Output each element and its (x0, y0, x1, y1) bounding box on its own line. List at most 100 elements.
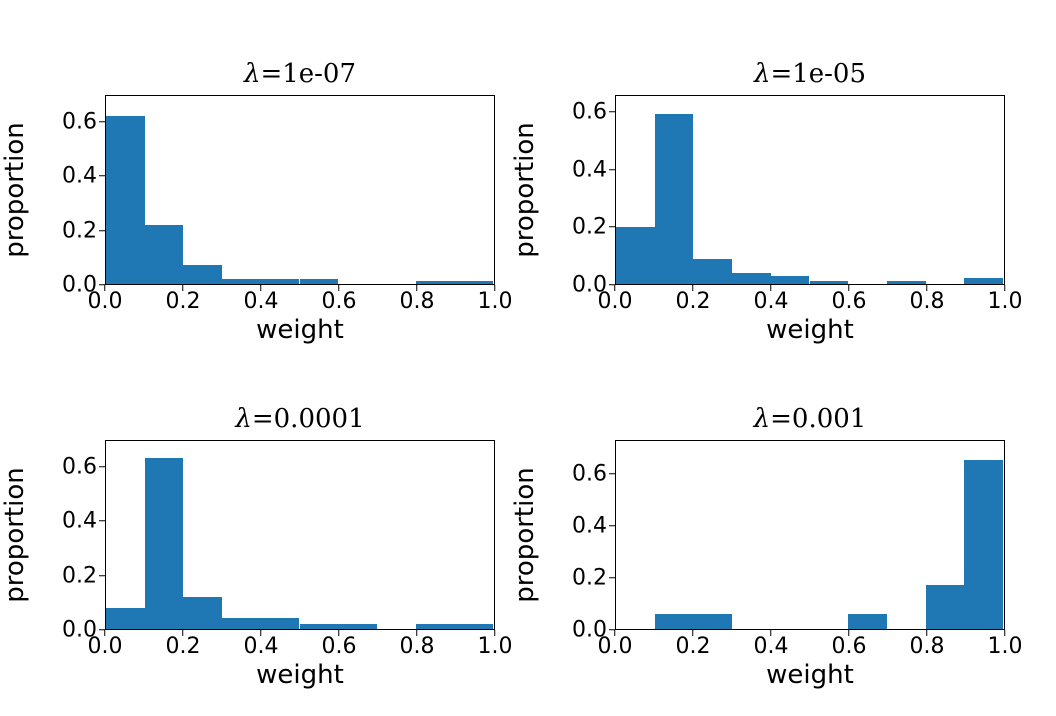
y-tick-label: 0.2 (572, 215, 607, 240)
histogram-bar (416, 624, 455, 629)
histogram-bar (655, 614, 694, 629)
y-tick-mark (609, 227, 615, 228)
x-tick-label: 0.2 (166, 634, 201, 659)
histogram-bar (145, 458, 184, 629)
lambda-symbol: λ (244, 59, 260, 89)
subplot-p1: λ=1e-070.00.20.40.60.81.00.00.20.40.6wei… (105, 95, 495, 285)
y-tick-mark (609, 112, 615, 113)
figure: λ=1e-070.00.20.40.60.81.00.00.20.40.6wei… (0, 0, 1056, 716)
histogram-bar (106, 608, 145, 629)
histogram-bar (964, 460, 1003, 629)
x-tick-label: 1.0 (988, 634, 1023, 659)
y-tick-label: 0.2 (62, 563, 97, 588)
y-tick-label: 0.0 (572, 618, 607, 643)
histogram-bar (693, 614, 732, 629)
y-axis-label: proportion (0, 440, 30, 630)
subplot-p3: λ=0.00010.00.20.40.60.81.00.00.20.40.6we… (105, 440, 495, 630)
y-tick-label: 0.4 (62, 509, 97, 534)
x-tick-label: 0.6 (832, 289, 867, 314)
x-tick-label: 0.4 (754, 289, 789, 314)
y-tick-label: 0.6 (62, 110, 97, 135)
x-tick-label: 0.4 (244, 289, 279, 314)
lambda-symbol: λ (754, 404, 770, 434)
x-tick-label: 0.8 (400, 289, 435, 314)
x-tick-label: 0.4 (754, 634, 789, 659)
x-tick-label: 0.8 (910, 289, 945, 314)
y-tick-label: 0.6 (572, 100, 607, 125)
subplot-p2: λ=1e-050.00.20.40.60.81.00.00.20.40.6wei… (615, 95, 1005, 285)
x-axis-label: weight (615, 660, 1005, 690)
y-tick-mark (99, 466, 105, 467)
histogram-bar (454, 624, 493, 629)
histogram-bar (222, 618, 261, 629)
y-tick-mark (99, 230, 105, 231)
histogram-bar (848, 614, 887, 629)
histogram-bar (771, 276, 810, 285)
plot-area (105, 440, 495, 630)
subplot-p4: λ=0.0010.00.20.40.60.81.00.00.20.40.6wei… (615, 440, 1005, 630)
histogram-bar (183, 597, 222, 629)
x-tick-label: 0.8 (910, 634, 945, 659)
x-tick-label: 1.0 (988, 289, 1023, 314)
x-tick-label: 0.6 (322, 634, 357, 659)
y-tick-label: 0.4 (62, 164, 97, 189)
y-axis-label: proportion (510, 95, 540, 285)
histogram-bar (810, 281, 849, 284)
y-tick-label: 0.6 (572, 461, 607, 486)
lambda-value: =0.0001 (252, 404, 365, 434)
y-tick-mark (99, 575, 105, 576)
histogram-bar (964, 278, 1003, 284)
y-tick-mark (609, 473, 615, 474)
x-tick-label: 0.6 (832, 634, 867, 659)
lambda-symbol: λ (235, 404, 251, 434)
y-tick-label: 0.2 (62, 218, 97, 243)
histogram-bar (183, 265, 222, 284)
x-tick-label: 0.6 (322, 289, 357, 314)
y-tick-mark (99, 284, 105, 285)
y-tick-label: 0.2 (572, 565, 607, 590)
subplot-title: λ=0.001 (615, 404, 1005, 434)
histogram-bar (693, 259, 732, 285)
lambda-value: =0.001 (770, 404, 866, 434)
y-tick-label: 0.0 (62, 273, 97, 298)
subplot-title: λ=1e-05 (615, 59, 1005, 89)
y-tick-mark (609, 629, 615, 630)
histogram-bar (261, 618, 300, 629)
x-axis-label: weight (105, 315, 495, 345)
histogram-bar (222, 279, 261, 284)
histogram-bar (300, 624, 339, 629)
x-tick-label: 0.4 (244, 634, 279, 659)
lambda-value: =1e-07 (260, 59, 356, 89)
histogram-bar (926, 585, 965, 629)
histogram-bar (887, 281, 926, 284)
lambda-value: =1e-05 (770, 59, 866, 89)
subplot-title: λ=1e-07 (105, 59, 495, 89)
histogram-bar (616, 227, 655, 284)
histogram-bar (261, 279, 300, 284)
x-tick-label: 1.0 (478, 289, 513, 314)
y-tick-mark (99, 521, 105, 522)
y-tick-mark (99, 629, 105, 630)
y-tick-label: 0.0 (62, 618, 97, 643)
y-tick-mark (99, 121, 105, 122)
plot-area (615, 440, 1005, 630)
plot-area (615, 95, 1005, 285)
histogram-bar (106, 116, 145, 284)
subplot-title: λ=0.0001 (105, 404, 495, 434)
x-tick-label: 0.2 (166, 289, 201, 314)
y-tick-mark (609, 525, 615, 526)
histogram-bar (454, 281, 493, 284)
lambda-symbol: λ (754, 59, 770, 89)
y-axis-label: proportion (510, 440, 540, 630)
histogram-bar (300, 279, 339, 284)
histogram-bar (338, 624, 377, 629)
y-tick-mark (609, 169, 615, 170)
x-tick-label: 0.8 (400, 634, 435, 659)
y-tick-label: 0.0 (572, 273, 607, 298)
histogram-bar (416, 281, 455, 284)
x-axis-label: weight (615, 315, 1005, 345)
x-tick-label: 0.2 (676, 634, 711, 659)
x-tick-label: 1.0 (478, 634, 513, 659)
plot-area (105, 95, 495, 285)
x-tick-label: 0.2 (676, 289, 711, 314)
